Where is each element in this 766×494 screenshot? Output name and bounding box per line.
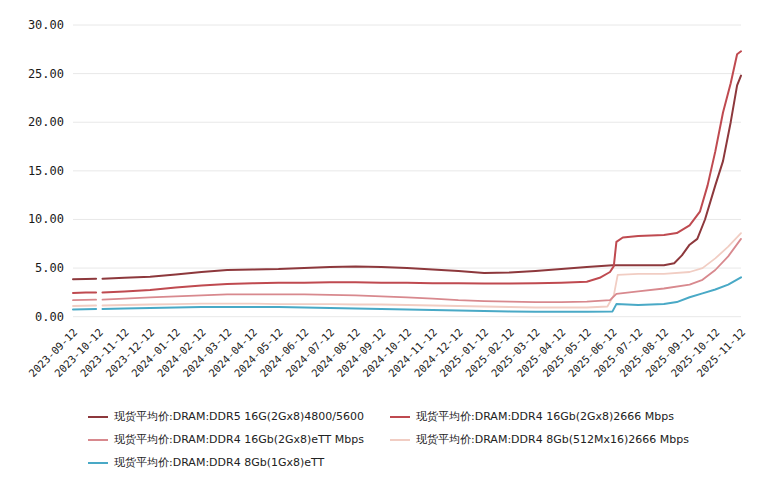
legend-swatch-icon — [88, 416, 108, 418]
y-axis-tick-label: 25.00 — [28, 67, 64, 81]
y-axis-tick-label: 15.00 — [28, 164, 64, 178]
legend-swatch-icon — [390, 439, 410, 441]
legend-item-ddr4-8gb-512mx16-2666[interactable]: 现货平均价:DRAM:DDR4 8Gb(512Mx16)2666 Mbps — [390, 432, 689, 447]
legend-item-ddr4-8gb-ett[interactable]: 现货平均价:DRAM:DDR4 8Gb(1Gx8)eTT — [88, 455, 388, 470]
legend-item-ddr4-16gb-ett[interactable]: 现货平均价:DRAM:DDR4 16Gb(2Gx8)eTT Mbps — [88, 432, 388, 447]
legend-label: 现货平均价:DRAM:DDR4 16Gb(2Gx8)eTT Mbps — [114, 432, 364, 447]
legend-swatch-icon — [390, 416, 410, 418]
series-line — [103, 51, 742, 292]
series-line — [73, 306, 96, 307]
series-line — [73, 309, 96, 310]
series-line — [73, 279, 96, 280]
y-axis-tick-label: 20.00 — [28, 115, 64, 129]
legend-item-ddr5-16g-4800-5600[interactable]: 现货平均价:DRAM:DDR5 16G(2Gx8)4800/5600 — [88, 409, 388, 424]
legend-item-ddr4-16gb-2666[interactable]: 现货平均价:DRAM:DDR4 16Gb(2Gx8)2666 Mbps — [390, 409, 689, 424]
series-line — [103, 76, 742, 279]
legend-label: 现货平均价:DRAM:DDR4 8Gb(512Mx16)2666 Mbps — [416, 432, 689, 447]
series-line — [103, 233, 742, 307]
chart-legend: 现货平均价:DRAM:DDR5 16G(2Gx8)4800/5600 现货平均价… — [88, 409, 689, 470]
y-axis-tick-label: 10.00 — [28, 212, 64, 226]
legend-swatch-icon — [88, 462, 108, 464]
y-axis-tick-label: 5.00 — [35, 261, 64, 275]
legend-label: 现货平均价:DRAM:DDR5 16G(2Gx8)4800/5600 — [114, 409, 364, 424]
legend-swatch-icon — [88, 439, 108, 441]
y-axis-tick-label: 30.00 — [28, 18, 64, 32]
y-axis-tick-label: 0.00 — [35, 310, 64, 324]
legend-label: 现货平均价:DRAM:DDR4 8Gb(1Gx8)eTT — [114, 455, 324, 470]
series-line — [73, 292, 96, 293]
series-line — [103, 239, 742, 302]
dram-spot-price-chart: 0.005.0010.0015.0020.0025.0030.002023-09… — [0, 0, 766, 494]
legend-label: 现货平均价:DRAM:DDR4 16Gb(2Gx8)2666 Mbps — [416, 409, 674, 424]
series-line — [73, 300, 96, 301]
